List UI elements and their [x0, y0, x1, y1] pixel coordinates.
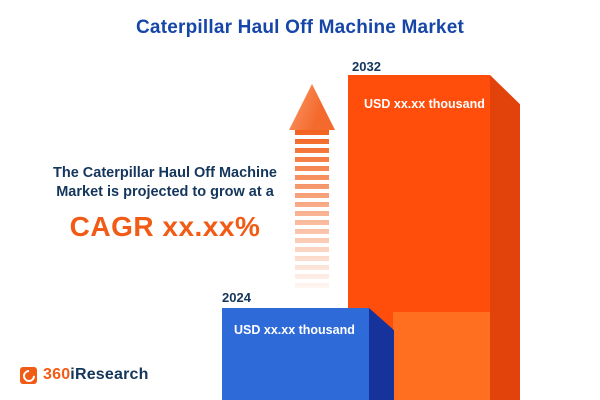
description-line-1: The Caterpillar Haul Off Machine	[53, 165, 277, 181]
cagr-value: CAGR xx.xx%	[69, 211, 261, 243]
arrow-head-icon	[289, 84, 335, 130]
growth-arrow-icon	[289, 84, 335, 292]
logo-text: 360iResearch	[43, 366, 149, 384]
arrow-dashed-shaft-icon	[295, 130, 329, 292]
bar-2032-highlight	[393, 312, 490, 400]
bar-2032-3d-side	[490, 75, 520, 400]
page-title: Caterpillar Haul Off Machine Market	[136, 17, 464, 38]
logo-text-i: i	[70, 366, 75, 383]
logo-icon	[20, 366, 37, 384]
market-description: The Caterpillar Haul Off Machine Market …	[25, 164, 305, 246]
logo-text-360: 360	[43, 366, 71, 383]
bar-2032-value-label: USD xx.xx thousand	[364, 97, 485, 111]
description-line-2: Market is projected to grow at a	[56, 184, 274, 201]
bar-2024-value-label: USD xx.xx thousand	[234, 323, 355, 337]
bar-2032-year-label: 2032	[352, 59, 381, 74]
bar-2024	[222, 308, 369, 400]
bar-2024-year-label: 2024	[222, 290, 251, 305]
brand-logo: 360iResearch	[20, 366, 149, 384]
logo-text-research: Research	[74, 366, 149, 383]
